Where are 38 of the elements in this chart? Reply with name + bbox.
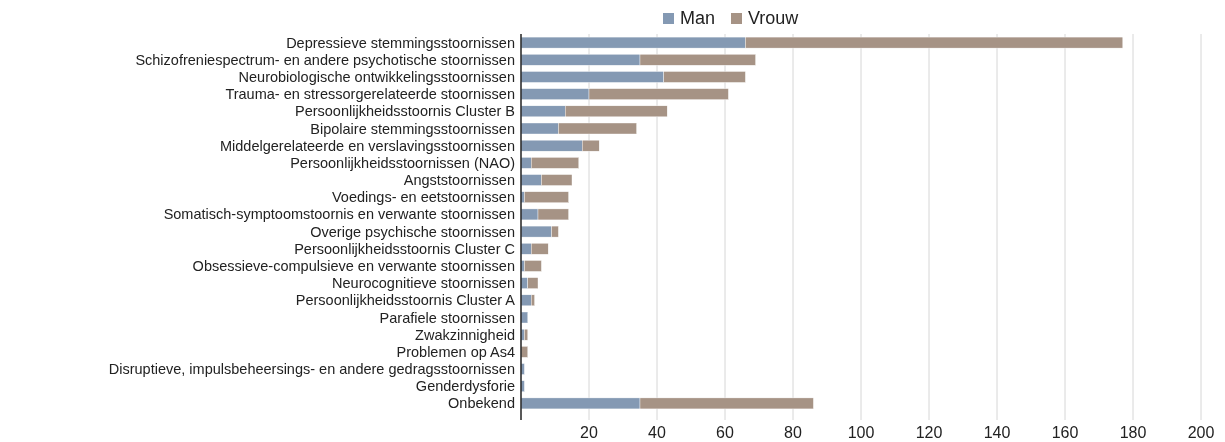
x-tick-label: 120: [915, 424, 943, 441]
y-tick-label: Neurobiologische ontwikkelingsstoornissen: [238, 69, 515, 86]
y-tick-label: Genderdysforie: [415, 378, 515, 395]
x-tick-label: 80: [784, 424, 802, 441]
y-tick-label: Schizofreniespectrum- en andere psychotische stoornissen: [135, 51, 515, 68]
y-tick-label: Neurocognitieve stoornissen: [332, 275, 515, 292]
y-tick-label: Persoonlijkheidsstoornis Cluster B: [294, 103, 515, 120]
y-tick-label: Depressieve stemmingsstoornissen: [286, 34, 515, 51]
x-tick-label: 40: [648, 424, 666, 441]
bar: [524, 260, 542, 272]
y-tick-label: Voedings- en eetstoornissen: [332, 189, 515, 206]
y-tick-label: Disruptieve, impulsbeheersings- en andere gedragsstoornissen: [108, 361, 515, 378]
x-tick-label: 180: [1119, 424, 1147, 441]
y-tick-label: Overige psychische stoornissen: [310, 223, 515, 240]
bar: [524, 191, 569, 203]
y-tick-label: Problemen op As4: [396, 343, 515, 360]
y-tick-label: Middelgerelateerde en verslavingsstoornissen: [220, 137, 515, 154]
y-tick-label: Angststoornissen: [403, 172, 515, 189]
x-tick-label: 60: [716, 424, 734, 441]
y-tick-label: Somatisch-symptoomstoornis en verwante stoornissen: [163, 206, 515, 223]
y-tick-label: Bipolaire stemmingsstoornissen: [310, 120, 515, 137]
y-tick-label: Parafiele stoornissen: [379, 309, 515, 326]
y-tick-label: Persoonlijkheidsstoornis Cluster A: [295, 292, 516, 309]
y-tick-label: Zwakzinnigheid: [415, 326, 515, 343]
x-tick-label: 20: [580, 424, 598, 441]
y-tick-label: Obsessieve-compulsieve en verwante stoornissen: [192, 258, 515, 275]
y-tick-label: Onbekend: [448, 395, 515, 412]
bar: [524, 328, 528, 341]
y-tick-label: Persoonlijkheidsstoornissen (NAO): [290, 154, 515, 171]
y-tick-label: Persoonlijkheidsstoornis Cluster C: [294, 240, 515, 257]
x-tick-label: 200: [1187, 424, 1215, 441]
x-tick-label: 160: [1051, 424, 1079, 441]
x-tick-label: 100: [847, 424, 875, 441]
legend-label: Man: [680, 8, 716, 28]
bar: [520, 311, 528, 324]
x-tick-label: 140: [983, 424, 1011, 441]
y-tick-label: Trauma- en stressorgerelateerde stoornissen: [225, 86, 515, 103]
legend-label: Vrouw: [748, 8, 800, 28]
